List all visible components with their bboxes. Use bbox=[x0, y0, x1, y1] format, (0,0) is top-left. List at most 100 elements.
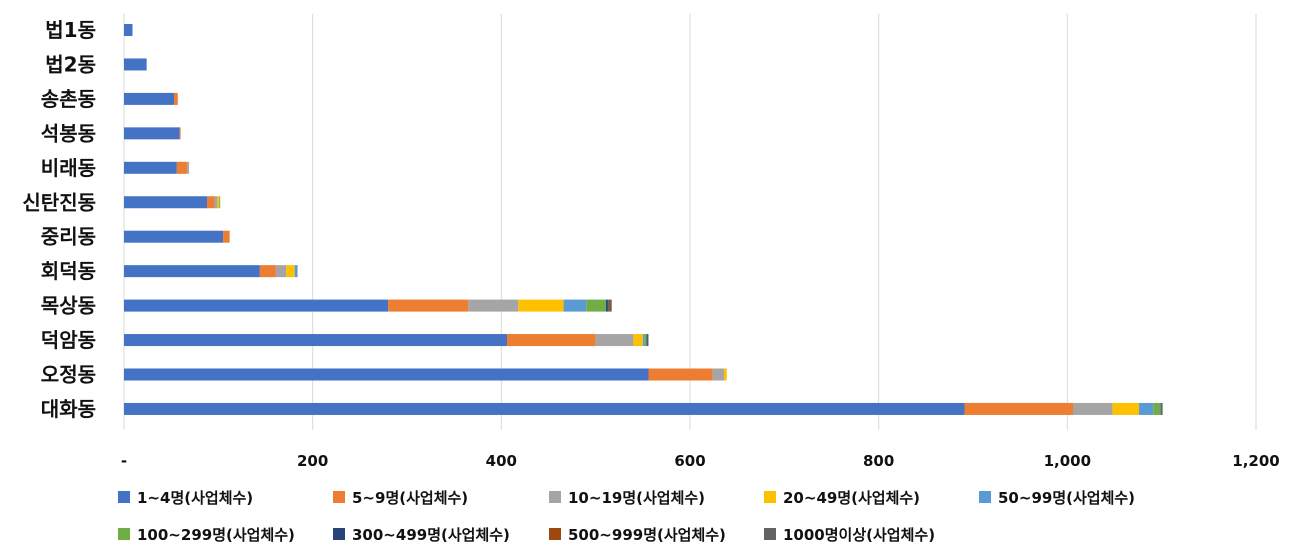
bar-segment bbox=[124, 368, 649, 381]
gridlines bbox=[123, 14, 1257, 430]
bar-segment bbox=[124, 299, 389, 312]
legend-swatch bbox=[549, 528, 561, 540]
bar-segment bbox=[1139, 402, 1154, 415]
bar-segment bbox=[187, 161, 190, 174]
bar-segment bbox=[124, 402, 965, 415]
bar-segment bbox=[506, 334, 596, 347]
legend-label: 20~49명(사업체수) bbox=[783, 489, 920, 507]
bar-segment bbox=[964, 402, 1073, 415]
category-label: 덕암동 bbox=[41, 328, 96, 352]
category-label: 대화동 bbox=[41, 397, 96, 421]
bar-segment bbox=[648, 368, 713, 381]
bars bbox=[124, 24, 1163, 415]
bar-segment bbox=[214, 196, 218, 209]
legend-swatch bbox=[118, 491, 130, 503]
bar-segment bbox=[1112, 402, 1140, 415]
bar-segment bbox=[468, 299, 519, 312]
bar-segment bbox=[173, 92, 178, 105]
legend-swatch bbox=[764, 528, 776, 540]
x-tick-label: 1,000 bbox=[1044, 452, 1091, 470]
legend-label: 300~499명(사업체수) bbox=[352, 526, 510, 544]
bar-segment bbox=[563, 299, 587, 312]
legend-swatch bbox=[979, 491, 991, 503]
bar-segment bbox=[723, 368, 727, 381]
bar-segment bbox=[712, 368, 724, 381]
category-label: 송촌동 bbox=[41, 87, 96, 111]
bar-segment bbox=[124, 24, 133, 36]
legend-item: 500~999명(사업체수) bbox=[549, 526, 726, 544]
bar-segment bbox=[642, 334, 645, 347]
x-tick-label: 1,200 bbox=[1232, 452, 1279, 470]
bar-segment bbox=[1160, 402, 1162, 415]
legend-item: 10~19명(사업체수) bbox=[549, 489, 705, 507]
legend-label: 1~4명(사업체수) bbox=[137, 489, 253, 507]
bar-segment bbox=[606, 299, 608, 312]
bar-segment bbox=[294, 265, 298, 278]
legend-label: 10~19명(사업체수) bbox=[568, 489, 705, 507]
bar-segment bbox=[1161, 402, 1163, 415]
x-axis-ticks: - 200 400 600 800 1,000 1,200 bbox=[121, 452, 1280, 470]
bar-segment bbox=[633, 334, 643, 347]
bar-segment bbox=[586, 299, 607, 312]
bar-segment bbox=[607, 299, 609, 312]
category-label: 신탄진동 bbox=[22, 190, 96, 214]
legend-item: 5~9명(사업체수) bbox=[333, 489, 468, 507]
category-label: 석봉동 bbox=[41, 121, 96, 145]
bar-segment bbox=[124, 161, 177, 174]
bar-segment bbox=[259, 265, 276, 278]
bar-segment bbox=[518, 299, 564, 312]
legend-item: 100~299명(사업체수) bbox=[118, 526, 295, 544]
bar-segment bbox=[124, 92, 174, 105]
bar-segment bbox=[124, 265, 260, 278]
bar-segment bbox=[124, 196, 208, 209]
bar-segment bbox=[179, 127, 181, 140]
category-label: 법1동 bbox=[45, 18, 96, 42]
legend-swatch bbox=[549, 491, 561, 503]
legend-swatch bbox=[764, 491, 776, 503]
bar-segment bbox=[207, 196, 215, 209]
category-label: 중리동 bbox=[41, 225, 96, 249]
legend-swatch bbox=[333, 491, 345, 503]
bar-segment bbox=[223, 230, 230, 243]
legend-item: 300~499명(사업체수) bbox=[333, 526, 510, 544]
legend-swatch bbox=[333, 528, 345, 540]
x-tick-label: 200 bbox=[297, 452, 328, 470]
bar-segment bbox=[1153, 402, 1161, 415]
bar-segment bbox=[286, 265, 295, 278]
x-tick-label: 400 bbox=[486, 452, 517, 470]
legend-label: 100~299명(사업체수) bbox=[137, 526, 295, 544]
x-tick-label: 800 bbox=[863, 452, 894, 470]
category-label: 오정동 bbox=[41, 363, 96, 387]
legend-item: 20~49명(사업체수) bbox=[764, 489, 920, 507]
category-label: 비래동 bbox=[41, 156, 96, 180]
bar-segment bbox=[219, 196, 221, 209]
bar-segment bbox=[647, 334, 649, 347]
bar-segment bbox=[124, 334, 507, 347]
category-label: 목상동 bbox=[41, 294, 96, 318]
legend-label: 50~99명(사업체수) bbox=[998, 489, 1135, 507]
bar-segment bbox=[176, 161, 188, 174]
legend-swatch bbox=[118, 528, 130, 540]
bar-segment bbox=[646, 334, 648, 347]
legend-item: 1000명이상(사업체수) bbox=[764, 526, 935, 544]
x-tick-label: - bbox=[121, 452, 127, 470]
legend-label: 1000명이상(사업체수) bbox=[783, 526, 935, 544]
bar-segment bbox=[217, 196, 220, 209]
bar-segment bbox=[124, 58, 147, 71]
legend-item: 1~4명(사업체수) bbox=[118, 489, 253, 507]
bar-segment bbox=[124, 230, 224, 243]
legend-item: 50~99명(사업체수) bbox=[979, 489, 1135, 507]
legend: 1~4명(사업체수) 5~9명(사업체수) 10~19명(사업체수) 20~49명(사… bbox=[118, 489, 1135, 544]
legend-label: 5~9명(사업체수) bbox=[352, 489, 468, 507]
bar-segment bbox=[644, 334, 647, 347]
legend-label: 500~999명(사업체수) bbox=[568, 526, 726, 544]
bar-segment bbox=[595, 334, 634, 347]
bar-segment bbox=[124, 127, 180, 140]
bar-segment bbox=[388, 299, 469, 312]
bar-segment bbox=[608, 299, 612, 312]
category-label: 법2동 bbox=[45, 52, 96, 76]
category-label: 회덕동 bbox=[41, 259, 96, 283]
x-tick-label: 600 bbox=[674, 452, 705, 470]
